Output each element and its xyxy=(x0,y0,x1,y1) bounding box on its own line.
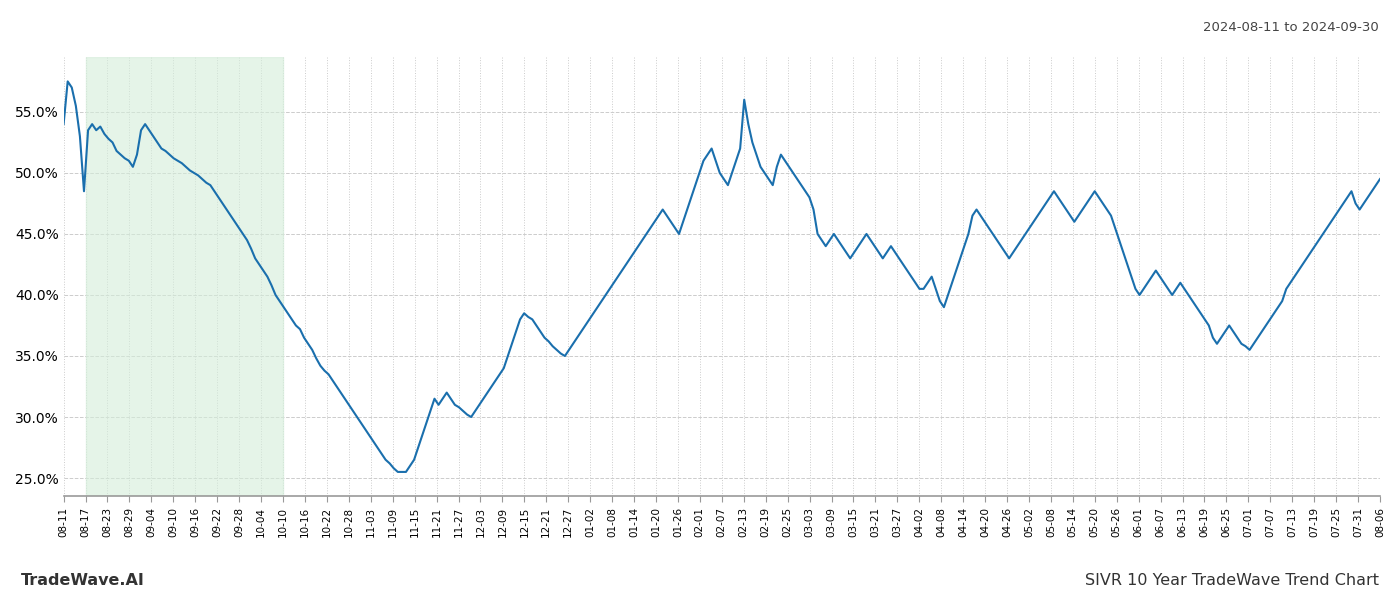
Text: SIVR 10 Year TradeWave Trend Chart: SIVR 10 Year TradeWave Trend Chart xyxy=(1085,573,1379,588)
Text: TradeWave.AI: TradeWave.AI xyxy=(21,573,144,588)
Text: 2024-08-11 to 2024-09-30: 2024-08-11 to 2024-09-30 xyxy=(1203,21,1379,34)
Bar xyxy=(85,57,283,496)
